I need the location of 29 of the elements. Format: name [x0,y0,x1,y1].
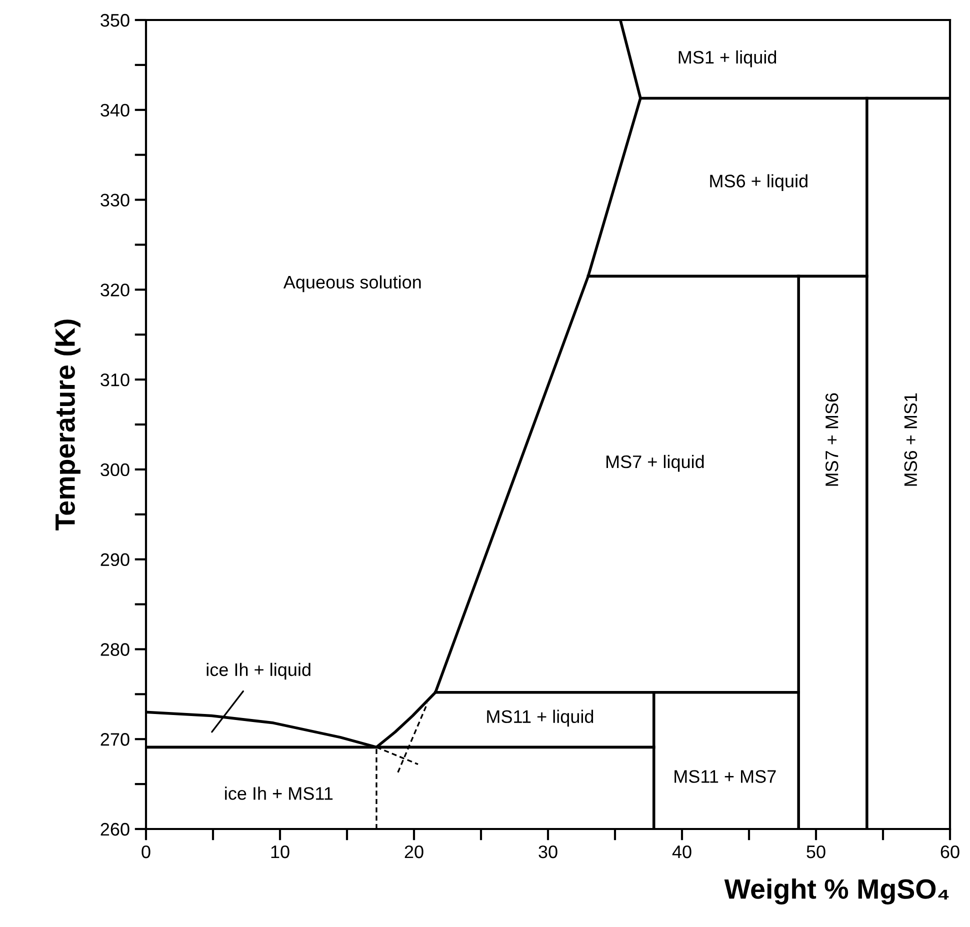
y-tick-label: 320 [100,284,130,296]
annotation: ice Ih + MS11 [225,786,333,800]
annotation: ice Ih + liquid [206,662,310,680]
annotation: MS7 + MS6 [825,393,838,486]
x-tick-label: 20 [404,845,424,858]
y-tick-label: 290 [100,553,130,566]
annotation: MS11 + MS7 [674,770,776,783]
y-axis-title: Temperature (K) [54,320,80,530]
y-tick-label: 330 [100,194,130,206]
y-tick-label: 270 [100,733,130,746]
y-tick-label: 260 [100,822,130,836]
x-tick-label: 60 [940,845,960,858]
x-tick-label: 50 [806,845,826,858]
y-tick-label: 340 [100,104,130,117]
y-tick-label: 280 [100,643,130,656]
x-tick-label: 0 [142,845,150,858]
annotation: MS6 + liquid [710,174,808,192]
x-tick-label: 10 [271,845,290,858]
annotation: MS11 + liquid [487,710,594,727]
y-tick-label: 350 [100,14,130,27]
annotation: MS6 + MS1 [904,393,918,486]
y-tick-label: 300 [100,463,130,476]
annotation: Aqueous solution [283,275,421,292]
annotation: MS1 + liquid [678,50,776,68]
y-tick-label: 310 [100,373,130,386]
annotation: MS7 + liquid [606,454,704,472]
x-tick-label: 40 [672,845,692,858]
x-tick-label: 30 [538,845,558,858]
x-axis-title: Weight % MgSO₄ [724,878,949,904]
